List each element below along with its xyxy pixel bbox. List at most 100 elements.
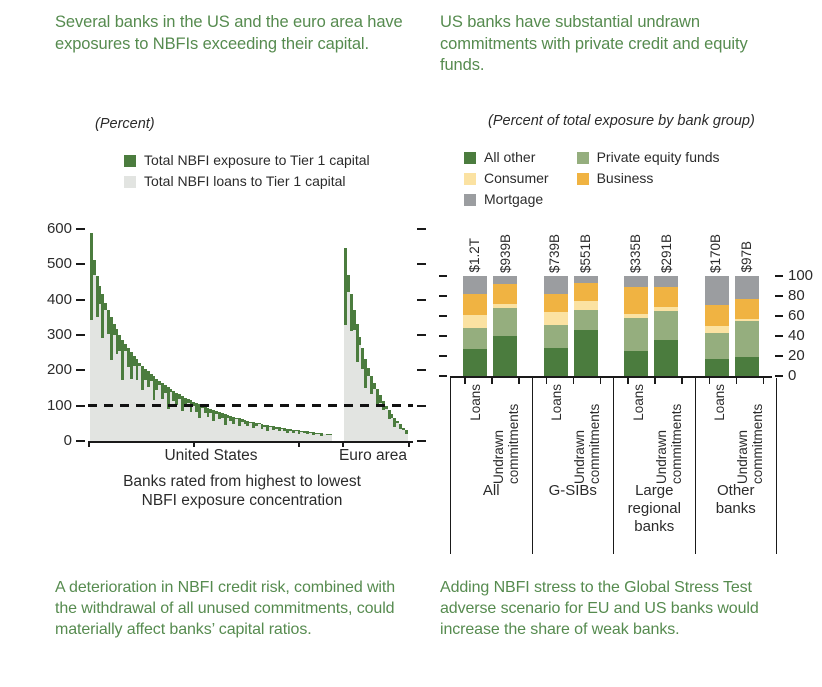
loans-bar [101, 338, 105, 441]
x-axis-tick [491, 378, 493, 384]
exposure-bar [181, 395, 184, 441]
legend-item-exposure: Total NBFI exposure to Tier 1 capital [124, 151, 370, 170]
x-axis-tick [762, 378, 765, 384]
loans-bar [328, 435, 332, 441]
loans-bar [178, 398, 181, 441]
loans-bar [203, 413, 207, 441]
exposure-bar [223, 414, 227, 441]
loans-bar [306, 434, 309, 441]
left-chart-caption: Banks rated from highest to lowest NBFI … [72, 472, 412, 510]
exposure-bar [370, 375, 374, 441]
bar-category-label: Loans [712, 384, 728, 421]
stacked-bar-segment [654, 287, 679, 307]
x-axis-tick [708, 378, 711, 384]
stacked-bar-segment [543, 312, 568, 325]
exposure-bar [186, 398, 190, 441]
exposure-bar [124, 344, 127, 441]
exposure-bar [172, 390, 176, 441]
stacked-bar-segment [573, 283, 598, 301]
exposure-bar [217, 412, 221, 441]
nbfi-exposure-chart: 0 100 200 300 400 500 600 United States Euro a… [42, 220, 437, 529]
loans-bar [263, 426, 267, 441]
x-axis-tick [298, 441, 300, 447]
loans-bar [217, 419, 221, 441]
loans-bar [118, 350, 122, 441]
x-axis-tick [408, 441, 410, 447]
loans-bar [346, 291, 350, 441]
y-axis-tick [439, 315, 447, 317]
loans-bar [92, 274, 96, 441]
group-amount-labels: $335B $291B [611, 220, 692, 276]
loans-bar [252, 427, 255, 441]
exposure-bar [349, 294, 353, 441]
exposure-bar [272, 426, 275, 441]
y-axis-tick-right [417, 298, 426, 301]
loans-bar [141, 389, 145, 441]
bar-amount-label: $291B [658, 233, 674, 273]
loans-bar [206, 416, 210, 441]
exposure-bar [246, 420, 250, 441]
exposure-bar [183, 397, 187, 441]
loans-bar [286, 432, 290, 441]
exposure-bar [161, 383, 164, 441]
exposure-bar [263, 424, 267, 441]
exposure-bar [169, 389, 173, 441]
exposure-bar [158, 380, 162, 441]
exposure-bar [249, 421, 253, 441]
loans-bar [274, 429, 278, 441]
right-legend-col2: Private equity funds Business [576, 148, 720, 211]
stacked-bar-segment [624, 314, 649, 318]
loans-bar [303, 433, 307, 441]
exposure-bar [126, 348, 130, 441]
y-axis-tick [76, 298, 85, 301]
caption-line-1: Banks rated from highest to lowest [123, 473, 361, 490]
exposure-bar [257, 423, 261, 441]
stacked-bar [463, 276, 488, 376]
left-chart-subtitle: (Percent) [95, 116, 155, 132]
legend-item-consumer: Consumer [464, 169, 549, 188]
exposure-bar [152, 376, 156, 441]
exposure-bar [243, 420, 247, 441]
exposure-bar [291, 429, 295, 441]
right-chart-legend: All other Consumer Mortgage Private equi… [464, 148, 720, 211]
bar-category-labels-row: Loans Undrawn commitments All Loans Undrawn … [450, 378, 777, 554]
business-swatch-icon [576, 172, 589, 185]
exposure-bar [135, 359, 139, 441]
bar-amount-labels-row: $1.2T $939B $739B $551B $335B $291B $170B $97B [450, 220, 772, 276]
exposure-bar [364, 358, 368, 441]
loans-bar [260, 428, 264, 441]
loans-bar [209, 412, 213, 441]
exposure-bar [311, 432, 315, 441]
group-label-cell: Loans Undrawn commitments Other banks [694, 378, 777, 554]
loans-bar [215, 413, 218, 441]
stacked-bar-segment [734, 276, 759, 299]
exposure-bar [101, 294, 105, 441]
exposure-bar [129, 352, 133, 441]
y-axis-tick-label: 20 [788, 347, 805, 364]
loans-bar [132, 366, 136, 441]
stacked-bar [734, 276, 759, 376]
stacked-bar-segment [573, 276, 598, 283]
stacked-bar [543, 276, 568, 376]
stacked-bar-segment [463, 349, 488, 376]
stacked-bar-segment [493, 336, 518, 376]
exposure-bar [132, 355, 136, 441]
stacked-bar-segment [463, 328, 488, 349]
exposure-bar [163, 385, 167, 441]
y-axis-tick-right [775, 375, 783, 377]
loans-bar [402, 429, 406, 441]
stacked-bar-segment [654, 311, 679, 340]
bar-amount-label: $97B [739, 241, 755, 273]
stacked-bar-segment [734, 299, 759, 319]
loans-bar [280, 429, 284, 441]
loans-bar [104, 309, 108, 441]
stacked-bar-segment [624, 276, 649, 287]
loans-bar [124, 350, 127, 441]
exposure-bar [358, 336, 362, 441]
stacked-bar-segment [493, 284, 518, 304]
y-axis-tick-label: 200 [46, 361, 72, 379]
loans-bar [257, 424, 261, 441]
legend-label: Total NBFI loans to Tier 1 capital [144, 173, 346, 189]
stacked-bar [573, 276, 598, 376]
